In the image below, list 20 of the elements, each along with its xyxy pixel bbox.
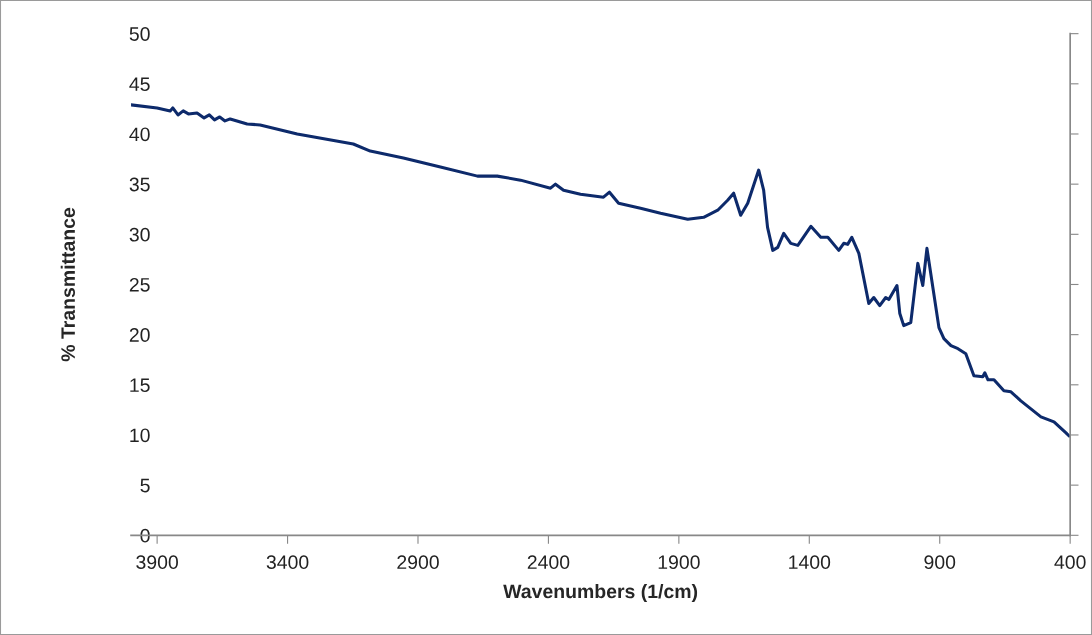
x-axis-title: Wavenumbers (1/cm) — [503, 583, 698, 603]
x-tick-label: 2400 — [527, 555, 570, 570]
y-tick-label: 40 — [129, 127, 150, 142]
x-tick-label: 2900 — [397, 555, 439, 570]
y-tick-label: 25 — [129, 277, 150, 292]
y-tick-label: 35 — [129, 177, 150, 192]
x-tick-label: 400 — [1054, 555, 1086, 570]
y-axis-title: % Transmittance — [60, 207, 76, 362]
y-tick-label: 15 — [130, 378, 150, 393]
y-tick-label: 45 — [129, 77, 150, 92]
x-tick-label: 3900 — [136, 555, 178, 570]
x-tick-label: 900 — [924, 555, 956, 570]
y-tick-label: 30 — [129, 227, 150, 242]
x-tick-label: 1900 — [658, 555, 700, 570]
x-tick-label: 3400 — [266, 555, 309, 570]
y-tick-label: 5 — [140, 478, 150, 493]
x-tick-label: 1400 — [789, 555, 831, 570]
y-tick-label: 10 — [130, 428, 150, 443]
y-tick-label: 50 — [129, 27, 150, 41]
y-tick-label: 20 — [129, 328, 150, 342]
